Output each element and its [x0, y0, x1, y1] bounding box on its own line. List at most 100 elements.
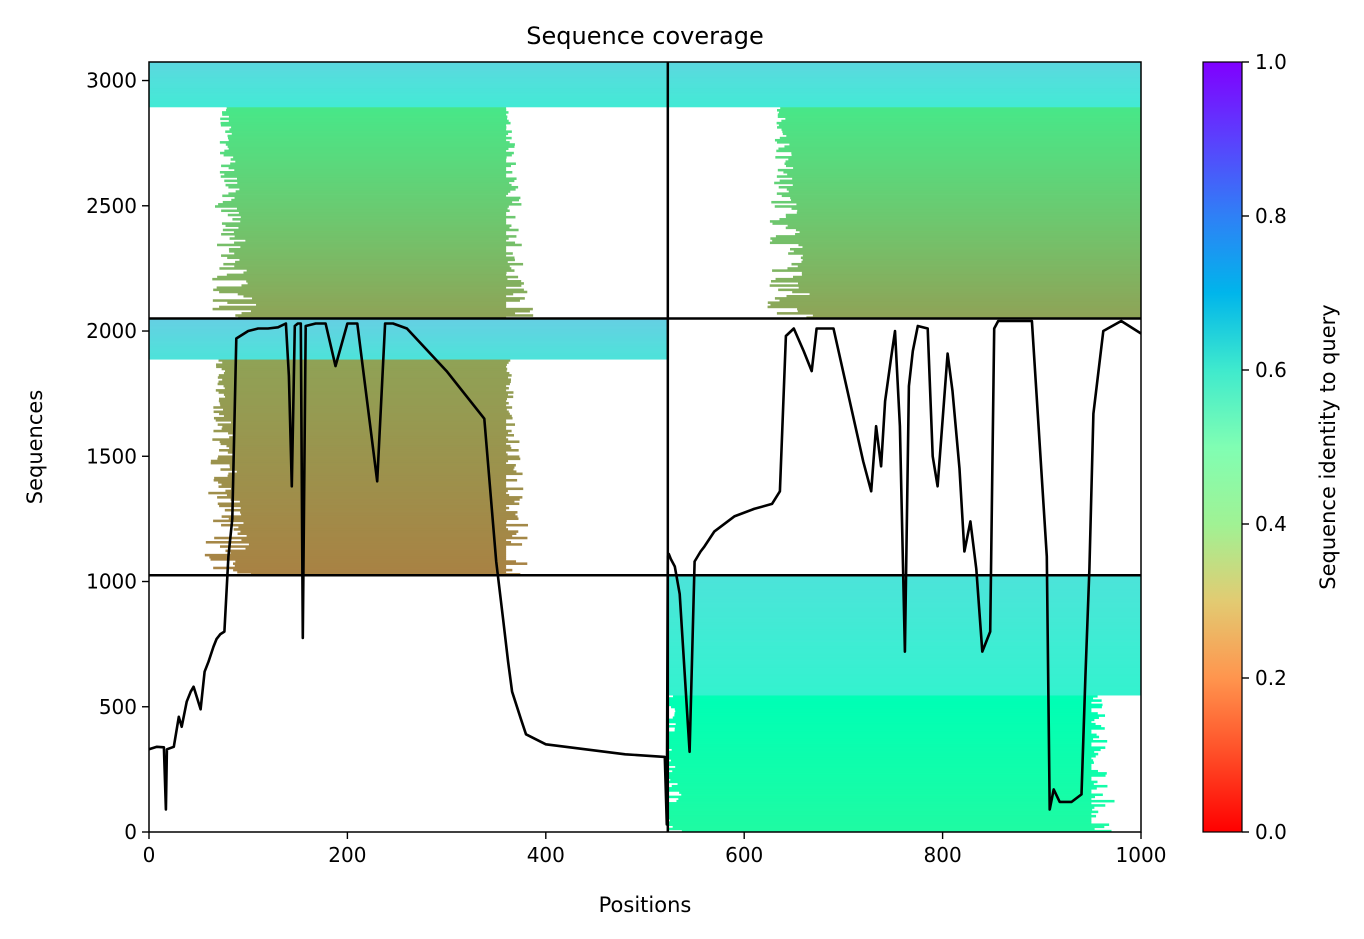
heatmap-row — [781, 194, 1141, 198]
heatmap-row — [789, 247, 1141, 251]
block-dividers — [149, 62, 1141, 832]
heatmap-row — [149, 72, 668, 76]
heatmap-row — [149, 352, 668, 356]
heatmap-row — [674, 714, 1106, 717]
heatmap-row — [783, 171, 1141, 174]
heatmap-row — [221, 523, 528, 527]
heatmap-row — [779, 218, 1141, 221]
heatmap-row — [224, 173, 507, 176]
heatmap-row — [149, 85, 668, 89]
heatmap-row — [232, 218, 507, 221]
heatmap-row — [219, 171, 513, 174]
heatmap-row — [226, 493, 510, 497]
chart-title: Sequence coverage — [526, 22, 763, 50]
heatmap-row — [670, 759, 1094, 762]
heatmap-row — [221, 232, 507, 236]
heatmap-row — [667, 94, 1141, 97]
heatmap-row — [672, 769, 1098, 773]
heatmap-row — [218, 399, 507, 403]
heatmap-row — [229, 128, 507, 131]
colorbar — [1202, 61, 1243, 833]
heatmap-row — [667, 669, 1141, 672]
heatmap-row — [672, 716, 1099, 720]
heatmap-row — [217, 496, 523, 499]
heatmap-row — [231, 198, 519, 202]
heatmap-row — [778, 185, 1141, 189]
heatmap-row — [240, 245, 507, 249]
heatmap-row — [220, 442, 507, 446]
heatmap-row — [667, 780, 1098, 784]
heatmap-row — [667, 673, 1141, 677]
heatmap-row — [225, 549, 507, 553]
heatmap-row — [667, 812, 1092, 816]
heatmap-row — [149, 83, 668, 86]
heatmap-row — [785, 117, 1141, 121]
heatmap-row — [218, 481, 507, 484]
heatmap-row — [801, 273, 1141, 277]
heatmap-row — [667, 680, 1141, 683]
heatmap-row — [149, 104, 668, 108]
heatmap-row — [149, 335, 668, 339]
heatmap-row — [667, 87, 1141, 91]
x-tick-label: 1000 — [1116, 843, 1167, 867]
heatmap-row — [213, 288, 524, 292]
heatmap-row — [221, 427, 507, 431]
heatmap-row — [667, 658, 1141, 662]
heatmap-row — [668, 735, 1100, 739]
heatmap-row — [225, 224, 512, 227]
heatmap-row — [225, 183, 512, 187]
heatmap-row — [769, 241, 1141, 245]
heatmap-row — [667, 652, 1141, 655]
heatmap-row — [238, 526, 507, 529]
heatmap-row — [241, 284, 522, 287]
heatmap-row — [667, 718, 1095, 722]
heatmap-row — [667, 68, 1141, 71]
heatmap-row — [767, 305, 1141, 309]
heatmap-row — [781, 119, 1141, 123]
heatmap-row — [219, 504, 507, 508]
heatmap-row — [149, 96, 668, 99]
heatmap-row — [225, 369, 507, 373]
heatmap-row — [233, 562, 528, 565]
heatmap-row — [227, 134, 507, 138]
heatmap-row — [235, 190, 511, 193]
x-tick-label: 400 — [527, 843, 565, 867]
heatmap-row — [238, 226, 510, 230]
heatmap-row — [801, 260, 1141, 264]
heatmap-row — [801, 271, 1141, 275]
heatmap-row — [228, 115, 508, 118]
heatmap-row — [234, 235, 517, 238]
heatmap-row — [229, 436, 507, 439]
heatmap-row — [235, 260, 508, 264]
heatmap-row — [229, 250, 507, 253]
heatmap-row — [667, 814, 1097, 818]
heatmap-row — [219, 545, 507, 548]
heatmap-row — [676, 799, 1115, 803]
heatmap-row — [774, 138, 1141, 142]
heatmap-row — [228, 431, 508, 435]
heatmap-row — [787, 173, 1141, 176]
heatmap-row — [149, 94, 668, 97]
heatmap-row — [223, 371, 510, 375]
heatmap-row — [149, 333, 668, 337]
heatmap-row — [667, 83, 1141, 86]
heatmap-row — [793, 250, 1141, 253]
heatmap-row — [250, 309, 530, 313]
heatmap-row — [667, 774, 1106, 777]
heatmap-row — [240, 220, 507, 223]
heatmap-row — [226, 444, 511, 448]
heatmap-row — [785, 215, 1141, 219]
heatmap-row — [782, 130, 1141, 133]
heatmap-row — [775, 156, 1141, 159]
y-tick-label: 0 — [124, 820, 137, 844]
heatmap-row — [226, 273, 507, 277]
heatmap-row — [229, 463, 516, 467]
heatmap-row — [224, 508, 507, 512]
heatmap-row — [667, 682, 1141, 685]
heatmap-row — [784, 162, 1141, 165]
heatmap-row — [239, 258, 515, 262]
heatmap-row — [782, 132, 1141, 136]
heatmap-row — [791, 262, 1141, 266]
heatmap-row — [225, 489, 508, 493]
heatmap-row — [229, 446, 512, 450]
